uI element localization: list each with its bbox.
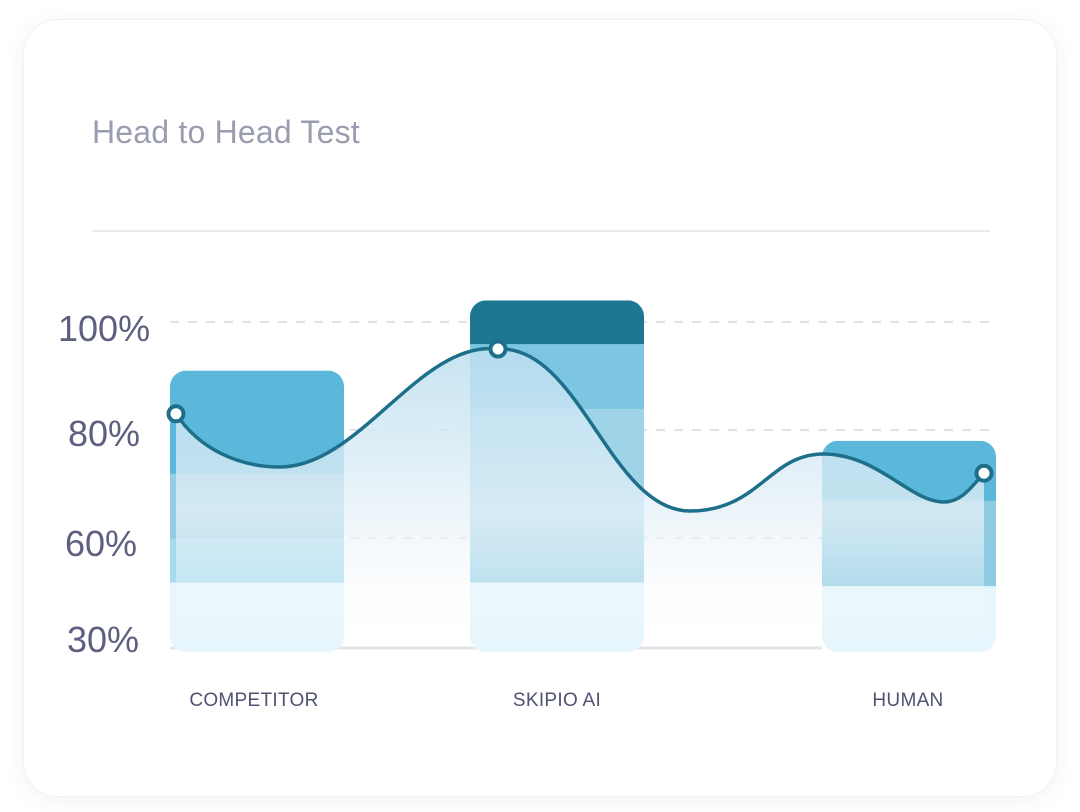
title-divider <box>92 230 990 232</box>
trend-line <box>166 339 994 513</box>
y-tick-label: 80% <box>68 413 140 454</box>
line-area <box>176 348 984 648</box>
line-area-fill <box>176 348 984 648</box>
x-category-label: SKIPIO AI <box>513 690 601 711</box>
y-tick-label: 100% <box>58 308 150 349</box>
line-point-skipio-ai <box>488 339 508 359</box>
y-tick-label: 30% <box>67 619 139 660</box>
bar-segment <box>170 370 344 409</box>
x-axis-categories: COMPETITOR SKIPIO AI HUMAN <box>189 690 943 711</box>
y-axis-ticks: 100% 80% 60% 30% <box>58 308 150 660</box>
trend-line-path <box>174 346 986 513</box>
y-tick-label: 60% <box>65 523 137 564</box>
x-category-label: HUMAN <box>872 690 943 711</box>
x-category-label: COMPETITOR <box>189 690 318 711</box>
line-point-competitor <box>166 404 186 424</box>
chart-title: Head to Head Test <box>92 114 360 150</box>
bar-segment <box>470 300 644 345</box>
line-point-human <box>974 463 994 483</box>
